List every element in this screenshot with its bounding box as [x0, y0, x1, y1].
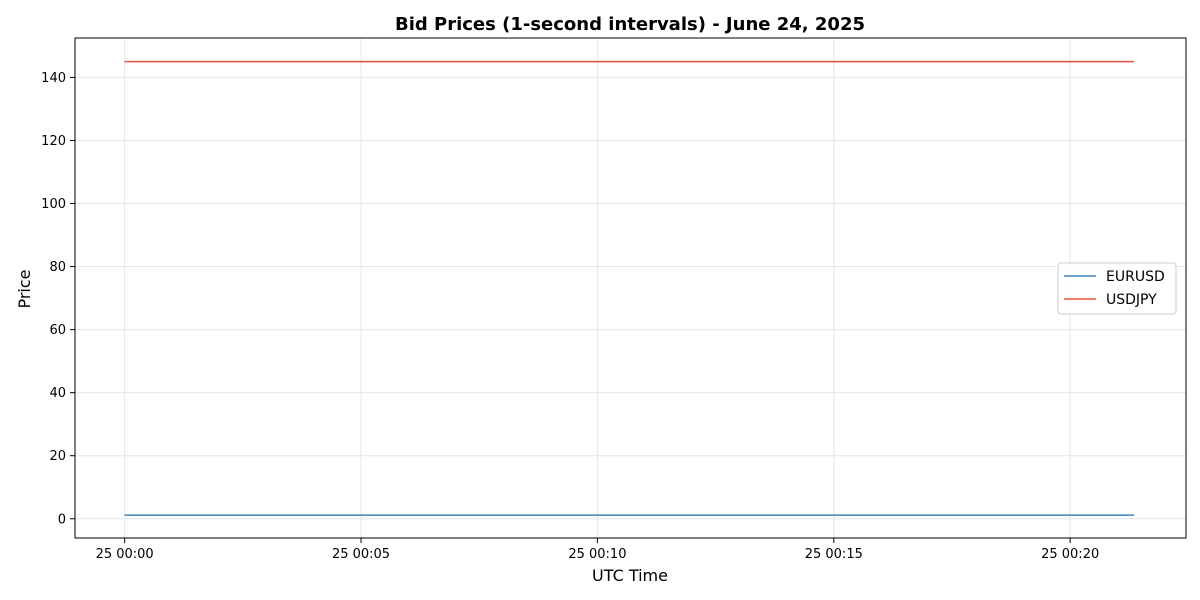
y-tick-label: 120 [41, 134, 66, 149]
x-tick-label: 25 00:20 [1041, 547, 1099, 562]
y-tick-label: 0 [58, 512, 66, 527]
series-lines [124, 60, 1134, 516]
y-tick-label: 40 [49, 386, 66, 401]
x-axis: 25 00:00 25 00:05 25 00:10 25 00:15 25 00:20 [96, 538, 1099, 562]
y-tick-label: 60 [49, 323, 66, 338]
x-tick-label: 25 00:10 [568, 547, 626, 562]
x-axis-label: UTC Time [592, 566, 668, 585]
plot-frame [74, 37, 1187, 539]
y-tick-label: 140 [41, 71, 66, 86]
y-tick-label: 20 [49, 449, 66, 464]
y-axis-label: Price [15, 269, 34, 308]
x-tick-label: 25 00:00 [96, 547, 154, 562]
y-axis: 0 20 40 60 80 100 120 140 [41, 71, 75, 527]
y-tick-label: 80 [49, 260, 66, 275]
x-tick-label: 25 00:15 [805, 547, 863, 562]
chart-title: Bid Prices (1-second intervals) - June 2… [395, 14, 865, 35]
y-tick-label: 100 [41, 197, 66, 212]
legend-label: USDJPY [1106, 292, 1157, 308]
legend-label: EURUSD [1106, 269, 1165, 285]
legend: EURUSD USDJPY [1057, 262, 1177, 315]
grid [75, 38, 1186, 538]
x-tick-label: 25 00:05 [332, 547, 390, 562]
